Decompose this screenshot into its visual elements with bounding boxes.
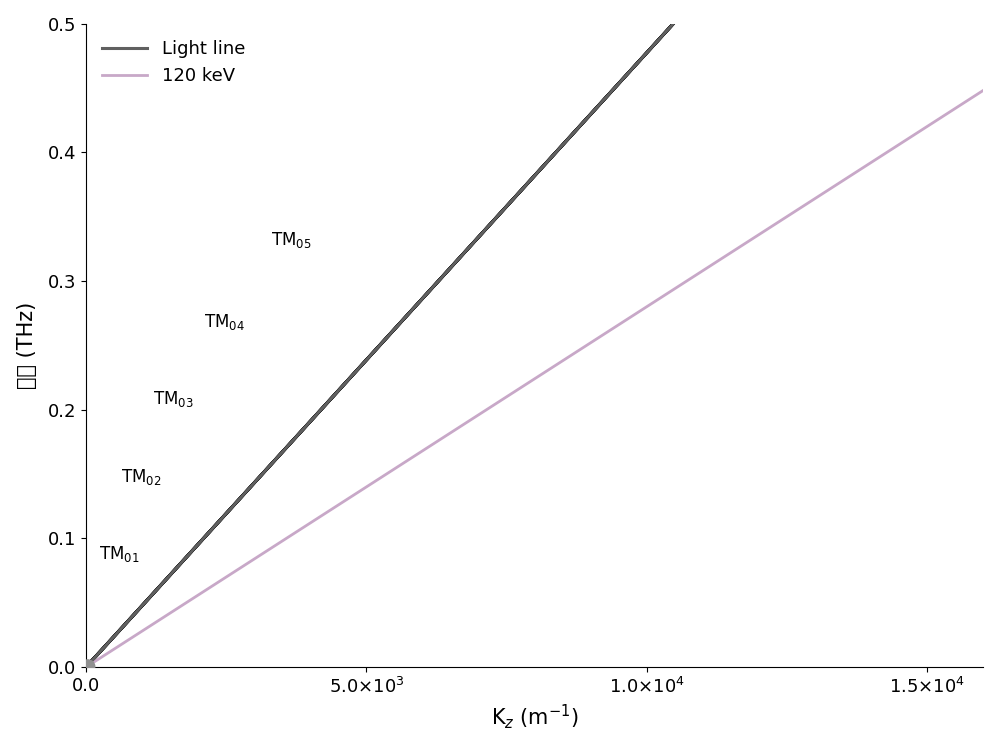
X-axis label: K$_z$ (m$^{-1}$): K$_z$ (m$^{-1}$) xyxy=(491,702,579,732)
Text: TM$_{02}$: TM$_{02}$ xyxy=(121,467,161,487)
Text: TM$_{03}$: TM$_{03}$ xyxy=(153,390,194,409)
Text: TM$_{05}$: TM$_{05}$ xyxy=(271,230,312,250)
Legend: Light line, 120 keV: Light line, 120 keV xyxy=(95,33,252,92)
Text: TM$_{04}$: TM$_{04}$ xyxy=(204,312,245,332)
Text: TM$_{01}$: TM$_{01}$ xyxy=(99,544,139,564)
Y-axis label: 频率 (THz): 频率 (THz) xyxy=(17,301,37,389)
